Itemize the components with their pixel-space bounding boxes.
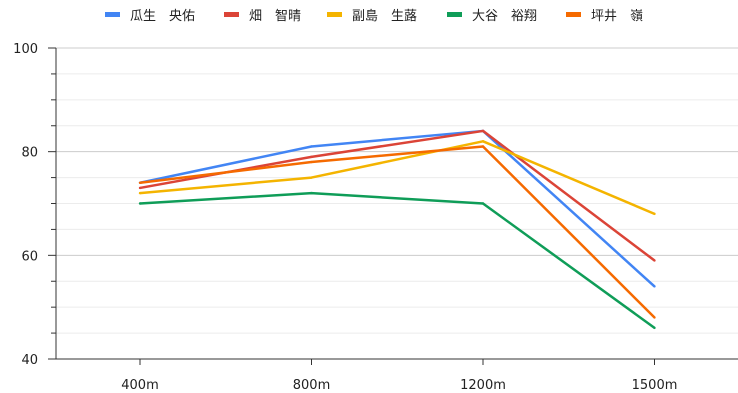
data-point xyxy=(310,160,313,164)
data-point xyxy=(310,191,313,195)
data-point xyxy=(138,181,142,184)
series-line-3 xyxy=(139,140,655,216)
data-point xyxy=(481,145,485,148)
x-tick-label: 1200m xyxy=(460,378,506,393)
legend-swatch xyxy=(327,12,342,17)
y-tick-label: 80 xyxy=(21,146,38,161)
series-line-4 xyxy=(139,191,656,329)
legend-item[interactable]: 坪井 嶺 xyxy=(566,9,643,24)
data-point xyxy=(138,186,142,190)
legend: 瓜生 央佑 畑 智晴 副島 生蕗 大谷 裕翔 坪井 嶺 xyxy=(105,9,643,24)
legend-item[interactable]: 畑 智晴 xyxy=(224,9,301,24)
data-point xyxy=(481,129,485,133)
tick-labels: 40 60 80 100 400m 800m 1200m 1500m xyxy=(13,42,677,393)
data-point xyxy=(653,326,656,330)
data-point xyxy=(653,259,656,262)
data-point xyxy=(653,285,656,288)
legend-swatch xyxy=(566,12,581,17)
axes xyxy=(48,47,738,365)
legend-item[interactable]: 瓜生 央佑 xyxy=(105,9,195,24)
legend-swatch xyxy=(447,12,462,17)
legend-swatch xyxy=(105,12,120,17)
data-point xyxy=(310,145,313,148)
series-line-5 xyxy=(139,145,656,319)
series-line-1 xyxy=(139,129,656,288)
legend-swatch xyxy=(224,12,239,17)
data-point xyxy=(481,140,485,143)
legend-item[interactable]: 副島 生蕗 xyxy=(327,9,417,24)
data-point xyxy=(653,212,656,216)
y-tick-label: 60 xyxy=(21,249,38,264)
data-point xyxy=(138,202,142,205)
legend-label: 坪井 嶺 xyxy=(591,9,643,24)
y-tick-label: 100 xyxy=(13,42,38,57)
data-point xyxy=(310,155,313,159)
data-point xyxy=(310,176,313,179)
data-point xyxy=(138,191,142,195)
legend-label: 畑 智晴 xyxy=(249,9,301,24)
data-point xyxy=(481,202,485,205)
x-tick-label: 400m xyxy=(121,378,158,393)
legend-label: 副島 生蕗 xyxy=(352,9,417,24)
x-tick-label: 1500m xyxy=(632,378,678,393)
legend-label: 瓜生 央佑 xyxy=(130,9,195,24)
series-layer xyxy=(138,129,656,330)
y-tick-label: 40 xyxy=(21,353,38,368)
legend-label: 大谷 裕翔 xyxy=(472,9,537,24)
legend-item[interactable]: 大谷 裕翔 xyxy=(447,9,537,24)
data-point xyxy=(653,316,656,319)
x-tick-label: 800m xyxy=(293,378,330,393)
